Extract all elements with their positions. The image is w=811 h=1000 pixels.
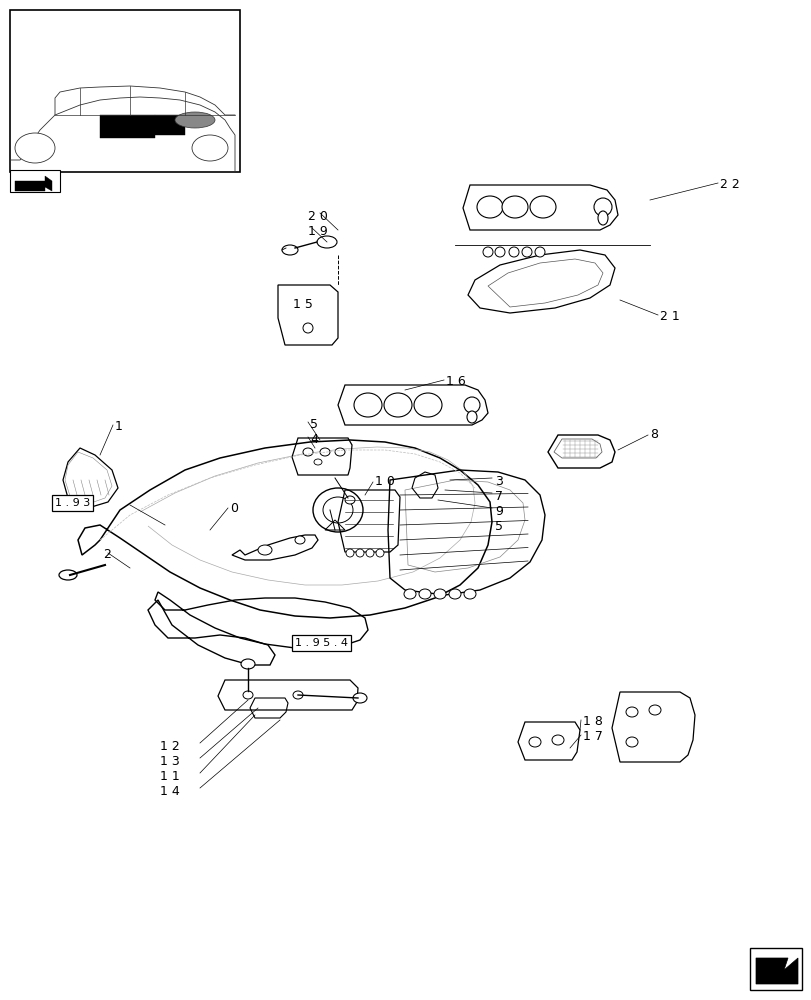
- Ellipse shape: [433, 589, 445, 599]
- Ellipse shape: [463, 589, 475, 599]
- Ellipse shape: [281, 245, 298, 255]
- Text: 1 3: 1 3: [160, 755, 179, 768]
- Ellipse shape: [528, 737, 540, 747]
- Text: 1 5: 1 5: [293, 298, 312, 311]
- Bar: [10, 170, 60, 192]
- Polygon shape: [155, 115, 185, 135]
- Ellipse shape: [303, 323, 312, 333]
- Bar: [749, 948, 801, 990]
- Ellipse shape: [495, 247, 504, 257]
- Text: 2 0: 2 0: [307, 210, 328, 223]
- Ellipse shape: [463, 397, 479, 413]
- Text: 5: 5: [310, 418, 318, 431]
- Text: 1 8: 1 8: [582, 715, 602, 728]
- Text: 1 . 9 5 . 4: 1 . 9 5 . 4: [294, 638, 348, 648]
- Ellipse shape: [320, 448, 329, 456]
- Ellipse shape: [355, 549, 363, 557]
- Text: 9: 9: [495, 505, 502, 518]
- Ellipse shape: [345, 549, 354, 557]
- Ellipse shape: [258, 545, 272, 555]
- Ellipse shape: [625, 737, 637, 747]
- Ellipse shape: [241, 659, 255, 669]
- Ellipse shape: [448, 589, 461, 599]
- Ellipse shape: [384, 393, 411, 417]
- Ellipse shape: [242, 691, 253, 699]
- Ellipse shape: [534, 247, 544, 257]
- Ellipse shape: [551, 735, 564, 745]
- Ellipse shape: [530, 196, 556, 218]
- Ellipse shape: [191, 135, 228, 161]
- Text: 1 4: 1 4: [160, 785, 179, 798]
- Ellipse shape: [501, 196, 527, 218]
- Text: 8: 8: [649, 428, 657, 441]
- Ellipse shape: [354, 393, 381, 417]
- Text: 1 7: 1 7: [582, 730, 602, 743]
- Ellipse shape: [366, 549, 374, 557]
- Ellipse shape: [375, 549, 384, 557]
- Ellipse shape: [175, 112, 215, 128]
- Ellipse shape: [625, 707, 637, 717]
- Ellipse shape: [316, 236, 337, 248]
- Ellipse shape: [353, 693, 367, 703]
- Polygon shape: [100, 115, 155, 138]
- Ellipse shape: [323, 497, 353, 523]
- Text: 0: 0: [230, 502, 238, 515]
- Bar: [10, 10, 240, 172]
- Ellipse shape: [466, 411, 476, 423]
- Ellipse shape: [414, 393, 441, 417]
- Ellipse shape: [59, 570, 77, 580]
- Text: 1 1: 1 1: [160, 770, 179, 783]
- Ellipse shape: [418, 589, 431, 599]
- Text: 2 2: 2 2: [719, 178, 739, 191]
- Text: 5: 5: [495, 520, 502, 533]
- Ellipse shape: [345, 496, 354, 504]
- Text: 1 . 9 3: 1 . 9 3: [55, 498, 90, 508]
- Polygon shape: [15, 176, 52, 191]
- Polygon shape: [755, 958, 797, 984]
- Ellipse shape: [293, 691, 303, 699]
- Text: 4: 4: [310, 433, 317, 446]
- Ellipse shape: [648, 705, 660, 715]
- Text: 7: 7: [495, 490, 502, 503]
- Text: 1 9: 1 9: [307, 225, 328, 238]
- Ellipse shape: [303, 448, 312, 456]
- Ellipse shape: [521, 247, 531, 257]
- Ellipse shape: [476, 196, 502, 218]
- Text: 1 6: 1 6: [445, 375, 466, 388]
- Ellipse shape: [15, 133, 55, 163]
- Text: 1 0: 1 0: [375, 475, 394, 488]
- Text: 3: 3: [495, 475, 502, 488]
- Ellipse shape: [594, 198, 611, 216]
- Ellipse shape: [483, 247, 492, 257]
- Text: 1 2: 1 2: [160, 740, 179, 753]
- Text: 2: 2: [103, 548, 111, 561]
- Ellipse shape: [335, 448, 345, 456]
- Ellipse shape: [508, 247, 518, 257]
- Ellipse shape: [294, 536, 305, 544]
- Ellipse shape: [314, 459, 322, 465]
- Ellipse shape: [312, 488, 363, 532]
- Ellipse shape: [597, 211, 607, 225]
- Text: 1: 1: [115, 420, 122, 433]
- Ellipse shape: [404, 589, 415, 599]
- Text: 2 1: 2 1: [659, 310, 679, 323]
